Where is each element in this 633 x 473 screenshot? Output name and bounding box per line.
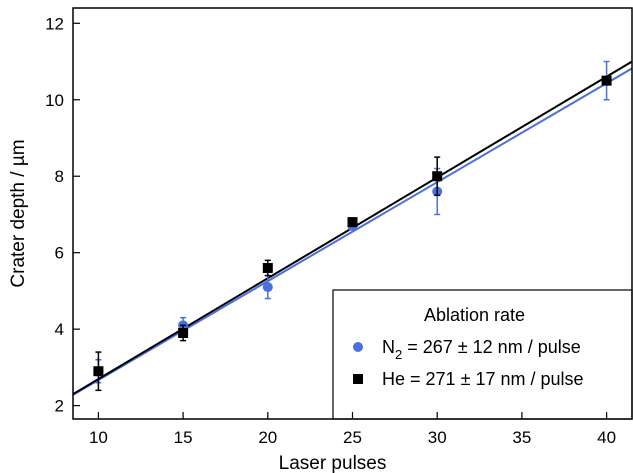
x-tick-label: 15: [174, 428, 193, 447]
legend-box: [332, 289, 633, 420]
plot-area: [73, 60, 632, 396]
data-point-series-1: [262, 262, 273, 273]
legend-label-name: He: [382, 369, 405, 389]
data-point-series-1: [347, 217, 358, 228]
data-point-series-1: [601, 75, 612, 86]
legend-marker-series-0: [353, 342, 363, 352]
legend-title: Ablation rate: [424, 305, 525, 325]
data-point-series-1: [432, 171, 443, 182]
fit-line-series-0: [73, 67, 632, 396]
x-tick-label: 10: [89, 428, 108, 447]
legend-label-name: N: [382, 337, 395, 357]
axes: 10 15 20 25 30 35 40 2 4 6 8 10 12 Laser pulses Crater…: [8, 7, 633, 473]
y-tick-label: 8: [55, 167, 64, 186]
y-tick-label: 6: [55, 244, 64, 263]
x-axis-label: Laser pulses: [279, 453, 387, 473]
data-point-series-1: [178, 327, 189, 338]
y-tick-label: 12: [45, 14, 64, 33]
y-axis-label: Crater depth / µm: [8, 139, 29, 287]
x-tick-label: 30: [428, 428, 447, 447]
x-tick-label: 40: [597, 428, 616, 447]
legend-label-subscript: 2: [395, 347, 402, 362]
legend-label-value: = 271 ± 17 nm / pulse: [405, 369, 584, 389]
legend-label-series-0: N2 = 267 ± 12 nm / pulse: [382, 337, 581, 362]
y-tick-label: 2: [55, 397, 64, 416]
y-tick-label: 4: [55, 320, 64, 339]
data-point-series-1: [93, 366, 104, 377]
legend-label-value: = 267 ± 12 nm / pulse: [402, 337, 581, 357]
x-tick-label: 20: [258, 428, 277, 447]
data-point-series-0: [262, 282, 273, 293]
x-tick-label: 35: [512, 428, 531, 447]
x-tick-label: 25: [343, 428, 362, 447]
legend-marker-series-1: [353, 374, 363, 384]
legend: Ablation rate N2 = 267 ± 12 nm / pulse He …: [332, 289, 633, 420]
legend-label-series-1: He = 271 ± 17 nm / pulse: [382, 369, 584, 389]
y-tick-label: 10: [45, 91, 64, 110]
